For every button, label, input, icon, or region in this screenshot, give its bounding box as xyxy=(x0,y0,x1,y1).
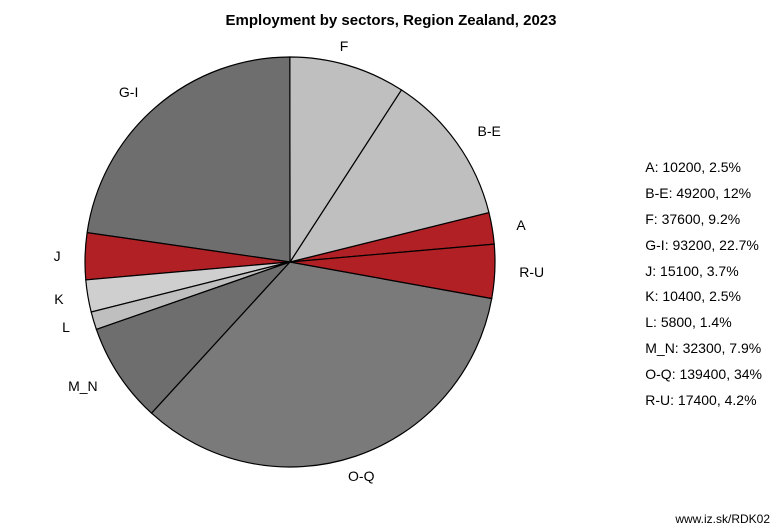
legend-row-M_N: M_N: 32300, 7.9% xyxy=(645,336,762,362)
slice-label-M_N: M_N xyxy=(68,378,98,394)
legend-row-L: L: 5800, 1.4% xyxy=(645,310,762,336)
slice-label-R-U: R-U xyxy=(519,264,544,280)
chart-title: Employment by sectors, Region Zealand, 2… xyxy=(0,12,782,29)
legend-row-R-U: R-U: 17400, 4.2% xyxy=(645,388,762,414)
legend-row-O-Q: O-Q: 139400, 34% xyxy=(645,362,762,388)
legend-row-B-E: B-E: 49200, 12% xyxy=(645,181,762,207)
slice-label-F: F xyxy=(340,38,349,54)
legend: A: 10200, 2.5%B-E: 49200, 12%F: 37600, 9… xyxy=(645,155,762,414)
legend-row-J: J: 15100, 3.7% xyxy=(645,259,762,285)
slice-label-G-I: G-I xyxy=(119,84,138,100)
slice-label-L: L xyxy=(62,319,70,335)
slice-label-J: J xyxy=(54,248,61,264)
legend-row-K: K: 10400, 2.5% xyxy=(645,284,762,310)
slice-label-B-E: B-E xyxy=(478,123,501,139)
legend-row-A: A: 10200, 2.5% xyxy=(645,155,762,181)
legend-row-F: F: 37600, 9.2% xyxy=(645,207,762,233)
slice-label-A: A xyxy=(516,217,525,233)
slice-label-K: K xyxy=(54,291,63,307)
legend-row-G-I: G-I: 93200, 22.7% xyxy=(645,233,762,259)
slice-label-O-Q: O-Q xyxy=(348,468,374,484)
footer-source: www.iz.sk/RDK02 xyxy=(675,512,770,526)
pie-slice-G-I xyxy=(87,57,290,262)
